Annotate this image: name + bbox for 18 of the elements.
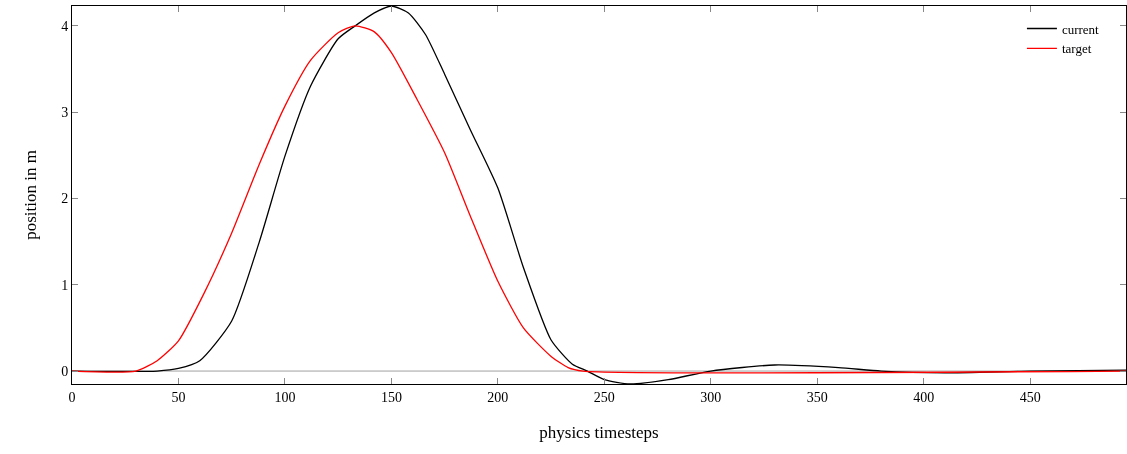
x-tick-label: 200 [487, 389, 509, 405]
legend-label: target [1061, 41, 1092, 57]
x-axis-title: physics timesteps [539, 423, 659, 443]
x-tick-label: 350 [806, 389, 828, 405]
y-tick-label: 2 [61, 191, 69, 207]
y-axis-title: position in m [20, 150, 40, 240]
y-tick-label: 0 [61, 363, 69, 379]
y-tick-label: 3 [61, 105, 69, 121]
x-tick-label: 50 [171, 389, 186, 405]
x-tick-label: 250 [593, 389, 615, 405]
x-tick-label: 150 [380, 389, 402, 405]
x-tick-label: 100 [274, 389, 296, 405]
y-tick-label: 4 [61, 18, 69, 34]
x-tick-label: 400 [913, 389, 935, 405]
x-tick-label: 450 [1019, 389, 1041, 405]
x-tick-label: 300 [700, 389, 722, 405]
y-tick-label: 1 [61, 277, 69, 293]
legend-label: current [1061, 21, 1100, 37]
